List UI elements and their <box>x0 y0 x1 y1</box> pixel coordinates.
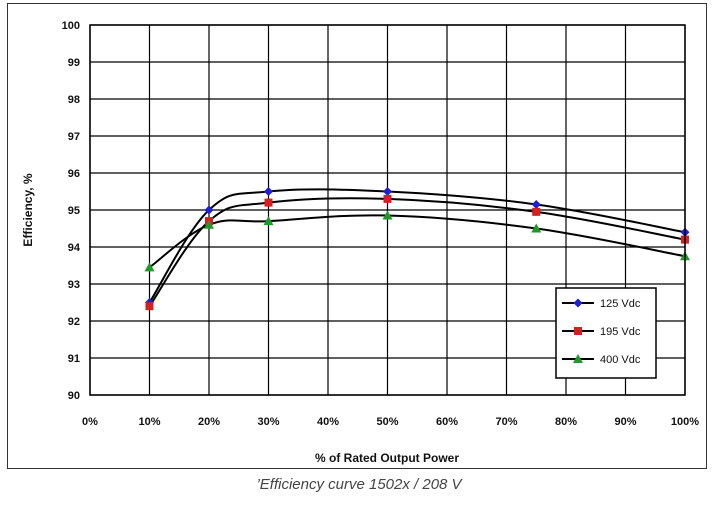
data-point <box>145 302 154 311</box>
x-tick-label: 70% <box>495 416 517 428</box>
data-point <box>382 210 393 220</box>
y-tick-label: 91 <box>68 353 80 365</box>
data-point <box>531 199 541 209</box>
series-line <box>148 188 686 304</box>
x-tick-label: 0% <box>82 416 98 428</box>
data-point <box>204 219 214 229</box>
x-axis-label: % of Rated Output Power <box>315 451 459 465</box>
y-tick-label: 94 <box>68 242 81 254</box>
x-tick-label: 60% <box>436 416 458 428</box>
x-tick-label: 90% <box>614 416 636 428</box>
y-tick-label: 99 <box>68 57 80 69</box>
x-tick-label: 10% <box>138 416 160 428</box>
data-point <box>264 187 273 196</box>
y-axis-label: Efficiency, % <box>21 173 35 246</box>
x-tick-label: 30% <box>257 416 279 428</box>
efficiency-chart: 0% 10% 20% 30% 40% 50% 60% 70% 80% 90% 100% 90 91 92… <box>21 20 699 465</box>
legend-marker <box>574 327 582 335</box>
y-tick-label: 95 <box>68 205 80 217</box>
x-tick-label: 50% <box>376 416 398 428</box>
legend-label: 125 Vdc <box>600 298 641 310</box>
x-tick-label: 20% <box>198 416 220 428</box>
legend-label: 195 Vdc <box>600 326 641 338</box>
legend-label: 400 Vdc <box>600 354 641 366</box>
y-tick-label: 96 <box>68 168 80 180</box>
y-tick-label: 90 <box>68 390 80 402</box>
legend: 125 Vdc 195 Vdc 400 Vdc <box>555 287 657 379</box>
x-tick-labels: 0% 10% 20% 30% 40% 50% 60% 70% 80% 90% 100% <box>82 416 699 428</box>
x-tick-label: 100% <box>671 416 699 428</box>
plot-border <box>89 24 686 396</box>
data-point <box>263 216 274 226</box>
figure-caption: ’Efficiency curve 1502x / 208 V <box>256 476 462 493</box>
data-point <box>532 207 541 216</box>
x-tick-label: 80% <box>555 416 577 428</box>
caption-text: Efficiency curve 1502x / 208 V <box>259 476 462 493</box>
data-point <box>383 194 392 203</box>
data-point <box>531 223 542 233</box>
x-tick-label: 40% <box>317 416 339 428</box>
y-tick-label: 97 <box>68 131 80 143</box>
data-point <box>383 187 392 196</box>
y-tick-labels: 90 91 92 93 94 95 96 97 98 99 100 <box>62 20 81 402</box>
data-point <box>144 262 155 272</box>
legend-marker <box>573 354 583 363</box>
data-point <box>264 198 273 207</box>
legend-marker <box>573 298 583 308</box>
data-point <box>204 205 214 215</box>
y-tick-label: 93 <box>68 279 80 291</box>
y-tick-label: 100 <box>62 20 80 32</box>
y-tick-label: 98 <box>68 94 80 106</box>
y-tick-label: 92 <box>68 316 80 328</box>
